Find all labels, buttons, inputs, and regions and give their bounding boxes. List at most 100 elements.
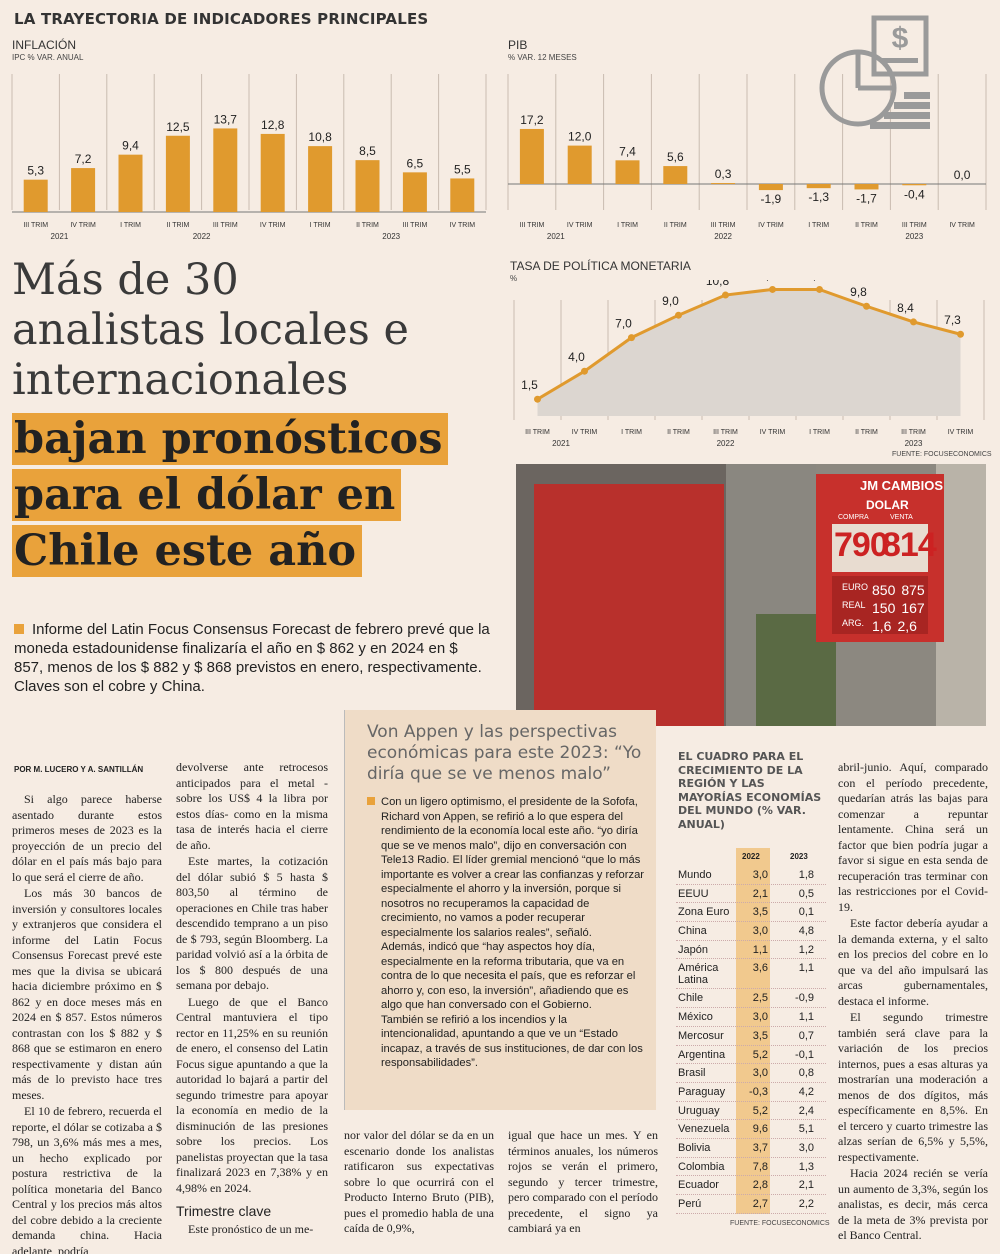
data-label: 6,5 xyxy=(407,156,424,170)
table-cell-country: Chile xyxy=(678,992,704,1005)
tick-label: II TRIM xyxy=(855,222,878,229)
sign-rate-name: REAL xyxy=(842,600,866,610)
tick-label: III TRIM xyxy=(213,222,238,229)
data-label: 9,0 xyxy=(662,294,679,308)
table-row: Mercosur 3,5 0,7 xyxy=(676,1027,826,1046)
headline-line: Más de 30 xyxy=(12,255,239,305)
paragraph: Hacia 2024 recién se vería un aumento de… xyxy=(838,1166,988,1242)
table-cell-country: EEUU xyxy=(678,887,709,900)
data-label: -1,3 xyxy=(808,190,829,204)
data-label: 5,5 xyxy=(454,162,471,176)
data-label: 7,0 xyxy=(615,317,632,331)
bar xyxy=(711,183,736,185)
tick-label: III TRIM xyxy=(520,222,545,229)
tick-label: I TRIM xyxy=(310,222,331,229)
sign-rate-row: REAL 150 167 xyxy=(842,600,932,618)
article-column-4: igual que hace un mes. Y en términos anu… xyxy=(508,1128,658,1238)
year-label: 2022 xyxy=(717,439,735,448)
data-label: 0,0 xyxy=(954,168,971,182)
paragraph: Si algo parece haberse asentado durante … xyxy=(12,792,162,884)
bullet-square-icon xyxy=(367,797,375,805)
table-row: Ecuador 2,8 2,1 xyxy=(676,1176,826,1195)
year-label: 2022 xyxy=(193,232,211,241)
data-label: 9,8 xyxy=(850,285,867,299)
data-label: 10,8 xyxy=(706,280,730,288)
sign-buy-value: 790 xyxy=(834,526,889,564)
table-row: América Latina 3,6 1,1 xyxy=(676,959,826,990)
year-label: 2021 xyxy=(51,232,69,241)
year-label: 2022 xyxy=(714,232,732,241)
data-label: -0,4 xyxy=(904,187,925,201)
tpm-chart-subtitle: % xyxy=(510,274,518,283)
tick-label: I TRIM xyxy=(808,222,829,229)
table-row: Venezuela 9,6 5,1 xyxy=(676,1120,826,1139)
table-cell-2023: -0,1 xyxy=(795,1048,814,1061)
table-cell-country: Ecuador xyxy=(678,1179,719,1192)
paragraph: devolverse ante retrocesos anticipados p… xyxy=(176,760,328,852)
table-cell-2022: 5,2 xyxy=(752,1104,768,1117)
headline: Más de 30 analistas locales e internacio… xyxy=(12,255,492,581)
bar xyxy=(567,145,592,184)
box-text: Con un ligero optimismo, el presidente d… xyxy=(381,796,645,939)
paragraph: igual que hace un mes. Y en términos anu… xyxy=(508,1128,658,1235)
tick-label: III TRIM xyxy=(403,222,428,229)
tick-label: IV TRIM xyxy=(567,222,593,229)
tick-label: II TRIM xyxy=(855,429,878,436)
data-point xyxy=(957,330,964,338)
table-row: Uruguay 5,2 2,4 xyxy=(676,1102,826,1121)
headline-line: internacionales xyxy=(12,355,349,405)
table-cell-2022: 5,2 xyxy=(752,1048,768,1061)
bar xyxy=(615,160,640,184)
tick-label: I TRIM xyxy=(617,222,638,229)
bar xyxy=(806,184,831,189)
inflation-chart-subtitle: IPC % VAR. ANUAL xyxy=(12,53,84,62)
paragraph: Este pronóstico de un me- xyxy=(188,1221,314,1236)
article-column-1: Si algo parece haberse asentado durante … xyxy=(12,792,162,1254)
table-source: FUENTE: FOCUSECONOMICS xyxy=(730,1220,830,1227)
data-label: 11,3 xyxy=(800,280,823,282)
year-label: 2023 xyxy=(905,439,923,448)
table-cell-2023: 1,1 xyxy=(798,1011,814,1024)
paragraph: El 10 de febrero, recuerda el reporte, e… xyxy=(12,1104,162,1254)
sign-rate-buy: 850 xyxy=(872,582,896,598)
table-cell-2023: 4,2 xyxy=(798,1085,814,1098)
data-label: 17,2 xyxy=(520,113,544,127)
data-label: 12,5 xyxy=(166,120,190,134)
tick-label: III TRIM xyxy=(713,429,738,436)
paragraph: El segundo trimestre también será clave … xyxy=(838,1010,988,1164)
table-row: Japón 1,1 1,2 xyxy=(676,941,826,960)
bar xyxy=(118,154,143,212)
data-label: 8,4 xyxy=(897,301,914,315)
table-cell-2023: 3,0 xyxy=(798,1141,814,1154)
pib-chart-subtitle: % VAR. 12 MESES xyxy=(508,53,577,62)
data-label: -1,9 xyxy=(761,192,782,206)
table-cell-2022: 1,1 xyxy=(752,943,768,956)
table-cell-2022: 3,0 xyxy=(752,1011,768,1024)
sidebar-box: Von Appen y las perspectivas económicas … xyxy=(344,710,656,1110)
table-cell-country: Japón xyxy=(678,943,708,956)
table-cell-country: Zona Euro xyxy=(678,906,730,919)
table-cell-2023: 1,3 xyxy=(798,1160,814,1173)
table-row: Paraguay -0,3 4,2 xyxy=(676,1083,826,1102)
lead-paragraph: Informe del Latin Focus Consensus Foreca… xyxy=(14,620,490,696)
data-label: 11,3 xyxy=(753,280,776,282)
sign-rate-buy: 1,6 xyxy=(872,618,892,634)
table-row: Mundo 3,0 1,8 xyxy=(676,866,826,885)
tick-label: IV TRIM xyxy=(450,222,476,229)
bar xyxy=(260,133,285,212)
table-cell-2023: -0,9 xyxy=(795,992,814,1005)
table-row: Colombia 7,8 1,3 xyxy=(676,1158,826,1177)
data-point xyxy=(722,291,729,299)
sign-sell-label: VENTA xyxy=(890,514,913,521)
data-label: 5,6 xyxy=(667,150,684,164)
byline: POR M. LUCERO Y A. SANTILLÁN xyxy=(14,765,144,774)
sign-rate-name: ARG. xyxy=(842,618,865,628)
paragraph: Este martes, la cotización del dólar sub… xyxy=(176,854,328,992)
table-cell-country: Uruguay xyxy=(678,1104,720,1117)
table-cell-2022: 9,6 xyxy=(752,1123,768,1136)
bullet-square-icon xyxy=(14,624,24,634)
bar xyxy=(758,184,783,191)
box-paragraph: Con un ligero optimismo, el presidente d… xyxy=(367,795,645,940)
table-cell-country: Bolivia xyxy=(678,1141,711,1154)
tpm-chart-title: TASA DE POLÍTICA MONETARIA xyxy=(510,259,691,273)
